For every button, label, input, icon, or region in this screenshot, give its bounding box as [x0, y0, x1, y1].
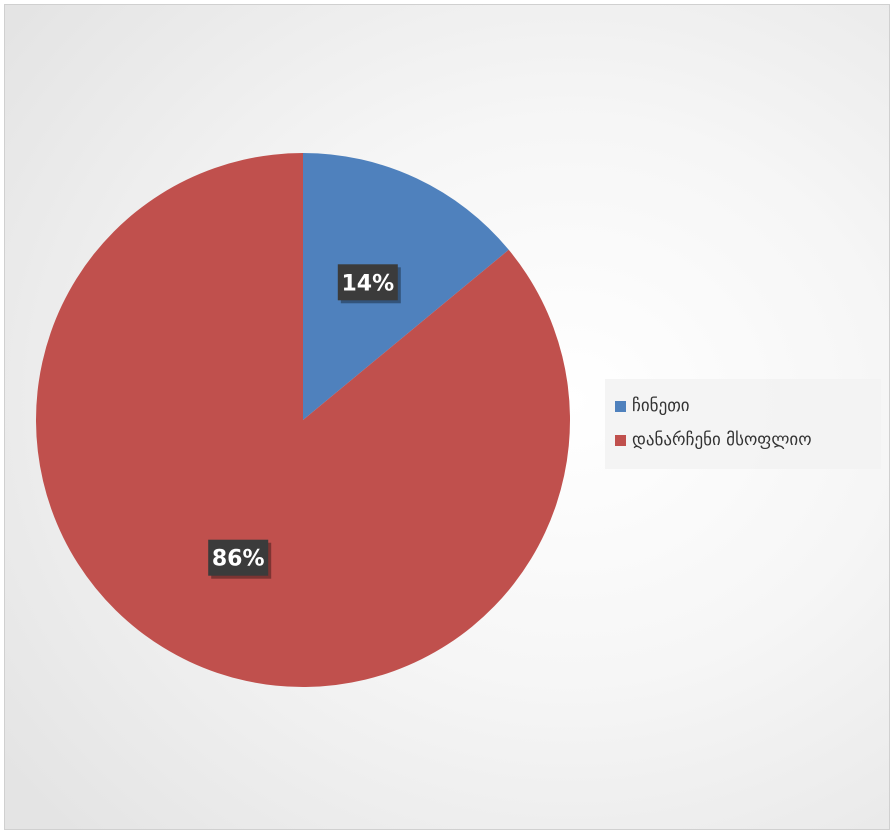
legend-label-rest-of-world: დანარჩენი მსოფლიო [632, 430, 812, 450]
chart-legend: ჩინეთი დანარჩენი მსოფლიო [605, 379, 881, 469]
legend-item-rest-of-world: დანარჩენი მსოფლიო [615, 423, 881, 457]
data-label-rest-of-world: 86% [208, 539, 272, 579]
legend-swatch-rest-of-world [615, 434, 626, 446]
chart-area: 14% 86% ჩინეთი დანარჩენი მსოფლიო [4, 4, 890, 830]
pie-data-labels: 14% 86% [208, 264, 401, 579]
pie-slice-china [303, 153, 509, 420]
pie-slice-rest-of-world [35, 153, 570, 687]
svg-text:14%: 14% [341, 271, 394, 296]
legend-label-china: ჩინეთი [632, 396, 690, 416]
legend-swatch-china [615, 400, 626, 412]
data-label-china: 14% [337, 264, 401, 304]
svg-text:86%: 86% [212, 547, 265, 572]
pie-slices [35, 153, 570, 687]
pie-plot: 14% 86% [35, 153, 570, 687]
legend-item-china: ჩინეთი [615, 389, 881, 423]
